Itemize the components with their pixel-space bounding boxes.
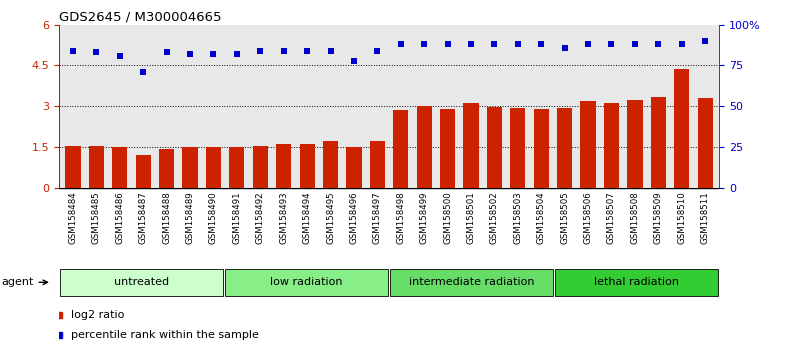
Point [137, 69, 149, 75]
Point [67, 48, 79, 54]
Point [652, 41, 665, 47]
Bar [464, 103, 479, 188]
Bar [417, 106, 432, 188]
Text: GSM158506: GSM158506 [583, 192, 593, 244]
Point [605, 41, 618, 47]
Text: GSM158491: GSM158491 [233, 192, 241, 244]
Bar [369, 141, 385, 188]
Point [347, 58, 360, 63]
Bar [674, 69, 689, 188]
Bar [557, 108, 572, 188]
Bar [159, 149, 174, 188]
Bar [182, 147, 197, 188]
Bar [112, 148, 127, 188]
Text: GSM158497: GSM158497 [373, 192, 382, 244]
Point [699, 38, 711, 44]
Text: GSM158494: GSM158494 [303, 192, 311, 244]
Bar [89, 146, 104, 188]
Text: GSM158486: GSM158486 [116, 192, 124, 244]
Bar [65, 145, 81, 188]
Point [90, 50, 103, 55]
Bar [604, 103, 619, 188]
Text: GSM158509: GSM158509 [654, 192, 663, 244]
Point [395, 41, 407, 47]
Point [582, 41, 594, 47]
Bar [581, 101, 596, 188]
Point [277, 48, 290, 54]
Point [160, 50, 173, 55]
Bar [299, 144, 314, 188]
Bar [627, 100, 642, 188]
Bar [323, 141, 338, 188]
Point [488, 41, 501, 47]
Bar [555, 269, 718, 296]
Text: log2 ratio: log2 ratio [71, 310, 124, 320]
Text: GSM158484: GSM158484 [68, 192, 78, 244]
Point [418, 41, 431, 47]
Point [208, 51, 220, 57]
Text: GSM158490: GSM158490 [209, 192, 218, 244]
Text: GSM158496: GSM158496 [350, 192, 358, 244]
Bar [390, 269, 553, 296]
Point [230, 51, 243, 57]
Bar [347, 147, 362, 188]
Text: GSM158492: GSM158492 [255, 192, 265, 244]
Point [371, 48, 384, 54]
Text: GSM158489: GSM158489 [185, 192, 195, 244]
Bar [225, 269, 388, 296]
Text: GSM158493: GSM158493 [279, 192, 288, 244]
Point [465, 41, 477, 47]
Point [113, 53, 126, 58]
Point [301, 48, 314, 54]
Text: low radiation: low radiation [270, 277, 343, 287]
Text: GSM158510: GSM158510 [678, 192, 686, 244]
Text: GSM158499: GSM158499 [420, 192, 428, 244]
Text: GSM158511: GSM158511 [700, 192, 710, 244]
Bar [510, 108, 526, 188]
Bar [230, 147, 244, 188]
Bar [534, 109, 549, 188]
Bar [393, 110, 409, 188]
Bar [487, 107, 502, 188]
Point [512, 41, 524, 47]
Text: GSM158487: GSM158487 [139, 192, 148, 244]
Text: GSM158507: GSM158507 [607, 192, 616, 244]
Bar [440, 109, 455, 188]
Point [535, 41, 548, 47]
Text: GSM158498: GSM158498 [396, 192, 406, 244]
Point [558, 45, 571, 50]
Point [675, 41, 688, 47]
Text: GSM158504: GSM158504 [537, 192, 545, 244]
Text: percentile rank within the sample: percentile rank within the sample [71, 330, 259, 341]
Bar [136, 154, 151, 188]
Bar [651, 97, 666, 188]
Point [441, 41, 454, 47]
Text: GSM158505: GSM158505 [560, 192, 569, 244]
Text: GSM158502: GSM158502 [490, 192, 499, 244]
Text: GDS2645 / M300004665: GDS2645 / M300004665 [59, 11, 222, 24]
Point [254, 48, 266, 54]
Text: intermediate radiation: intermediate radiation [409, 277, 534, 287]
Text: agent: agent [2, 277, 47, 287]
Text: GSM158495: GSM158495 [326, 192, 335, 244]
Text: GSM158500: GSM158500 [443, 192, 452, 244]
Text: GSM158503: GSM158503 [513, 192, 523, 244]
Bar [252, 145, 268, 188]
Text: lethal radiation: lethal radiation [594, 277, 679, 287]
Point [184, 51, 196, 57]
Text: GSM158508: GSM158508 [630, 192, 639, 244]
Bar [697, 97, 713, 188]
Text: GSM158485: GSM158485 [92, 192, 101, 244]
Bar [206, 147, 221, 188]
Point [629, 41, 641, 47]
Bar [276, 144, 292, 188]
Bar [60, 269, 223, 296]
Text: GSM158501: GSM158501 [467, 192, 476, 244]
Point [325, 48, 337, 54]
Text: untreated: untreated [114, 277, 169, 287]
Text: GSM158488: GSM158488 [162, 192, 171, 244]
